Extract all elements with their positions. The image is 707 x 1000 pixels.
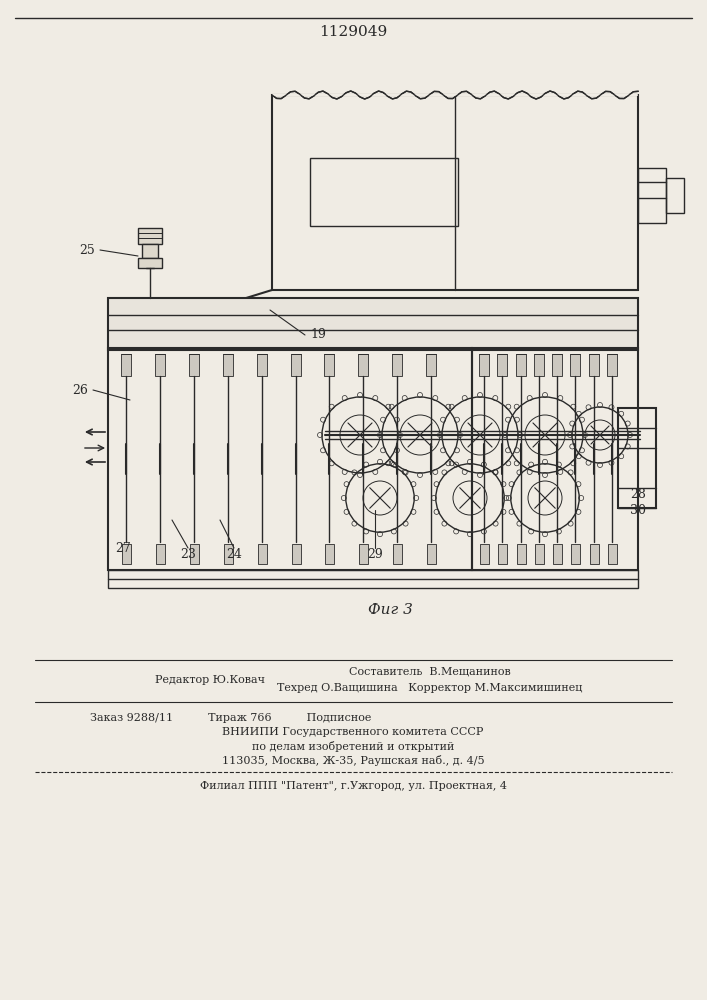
Bar bbox=[552, 354, 562, 376]
Bar bbox=[189, 544, 199, 564]
Text: 27: 27 bbox=[115, 542, 131, 554]
Bar bbox=[426, 354, 436, 376]
Text: Техред О.Ващишина   Корректор М.Максимишинец: Техред О.Ващишина Корректор М.Максимишин… bbox=[277, 683, 583, 693]
Bar bbox=[571, 544, 580, 564]
Text: 19: 19 bbox=[310, 328, 326, 342]
Text: 113035, Москва, Ж-35, Раушская наб., д. 4/5: 113035, Москва, Ж-35, Раушская наб., д. … bbox=[222, 754, 484, 766]
Bar bbox=[358, 354, 368, 376]
Text: Заказ 9288/11          Тираж 766          Подписное: Заказ 9288/11 Тираж 766 Подписное bbox=[90, 713, 371, 723]
Bar bbox=[608, 544, 617, 564]
Bar bbox=[479, 354, 489, 376]
Bar bbox=[138, 228, 162, 244]
Text: по делам изобретений и открытий: по делам изобретений и открытий bbox=[252, 740, 454, 752]
Bar bbox=[189, 354, 199, 376]
Bar bbox=[223, 544, 233, 564]
Text: ВНИИПИ Государственного комитета СССР: ВНИИПИ Государственного комитета СССР bbox=[222, 727, 484, 737]
Bar bbox=[291, 354, 300, 376]
Bar bbox=[515, 354, 525, 376]
Bar bbox=[121, 354, 131, 376]
Bar bbox=[480, 544, 489, 564]
Bar bbox=[392, 354, 402, 376]
Bar bbox=[223, 354, 233, 376]
Text: 30: 30 bbox=[630, 504, 646, 516]
Bar bbox=[427, 544, 436, 564]
Bar bbox=[498, 544, 507, 564]
Bar bbox=[257, 354, 267, 376]
Bar bbox=[108, 348, 472, 570]
Bar bbox=[553, 544, 562, 564]
Bar bbox=[122, 544, 131, 564]
Bar bbox=[257, 544, 267, 564]
Bar bbox=[272, 95, 638, 290]
Bar bbox=[108, 570, 638, 588]
Bar bbox=[155, 354, 165, 376]
Bar bbox=[359, 544, 368, 564]
Text: Редактор Ю.Ковач: Редактор Ю.Ковач bbox=[155, 675, 265, 685]
Text: 28: 28 bbox=[630, 488, 646, 502]
Bar bbox=[534, 354, 544, 376]
Text: 1129049: 1129049 bbox=[319, 25, 387, 39]
Bar bbox=[666, 178, 684, 213]
Bar bbox=[618, 408, 656, 508]
Bar bbox=[590, 544, 599, 564]
Bar bbox=[310, 158, 458, 226]
Text: Филиал ППП "Патент", г.Ужгород, ул. Проектная, 4: Филиал ППП "Патент", г.Ужгород, ул. Прое… bbox=[199, 781, 506, 791]
Bar bbox=[534, 544, 544, 564]
Text: Составитель  В.Мещанинов: Составитель В.Мещанинов bbox=[349, 667, 511, 677]
Text: 25: 25 bbox=[79, 243, 95, 256]
Text: Фиг 3: Фиг 3 bbox=[368, 603, 412, 617]
Bar bbox=[472, 348, 638, 570]
Bar bbox=[108, 298, 638, 350]
Bar bbox=[497, 354, 507, 376]
Bar bbox=[588, 354, 599, 376]
Bar bbox=[291, 544, 300, 564]
Text: 24: 24 bbox=[226, 548, 242, 562]
Bar bbox=[325, 544, 334, 564]
Bar bbox=[138, 258, 162, 268]
Bar bbox=[393, 544, 402, 564]
Bar bbox=[517, 544, 525, 564]
Bar bbox=[571, 354, 580, 376]
Bar bbox=[638, 168, 666, 223]
Text: 26: 26 bbox=[72, 383, 88, 396]
Bar bbox=[607, 354, 617, 376]
Bar bbox=[325, 354, 334, 376]
Bar bbox=[142, 244, 158, 258]
Text: 29: 29 bbox=[367, 548, 383, 562]
Text: 23: 23 bbox=[180, 548, 196, 562]
Bar bbox=[156, 544, 165, 564]
